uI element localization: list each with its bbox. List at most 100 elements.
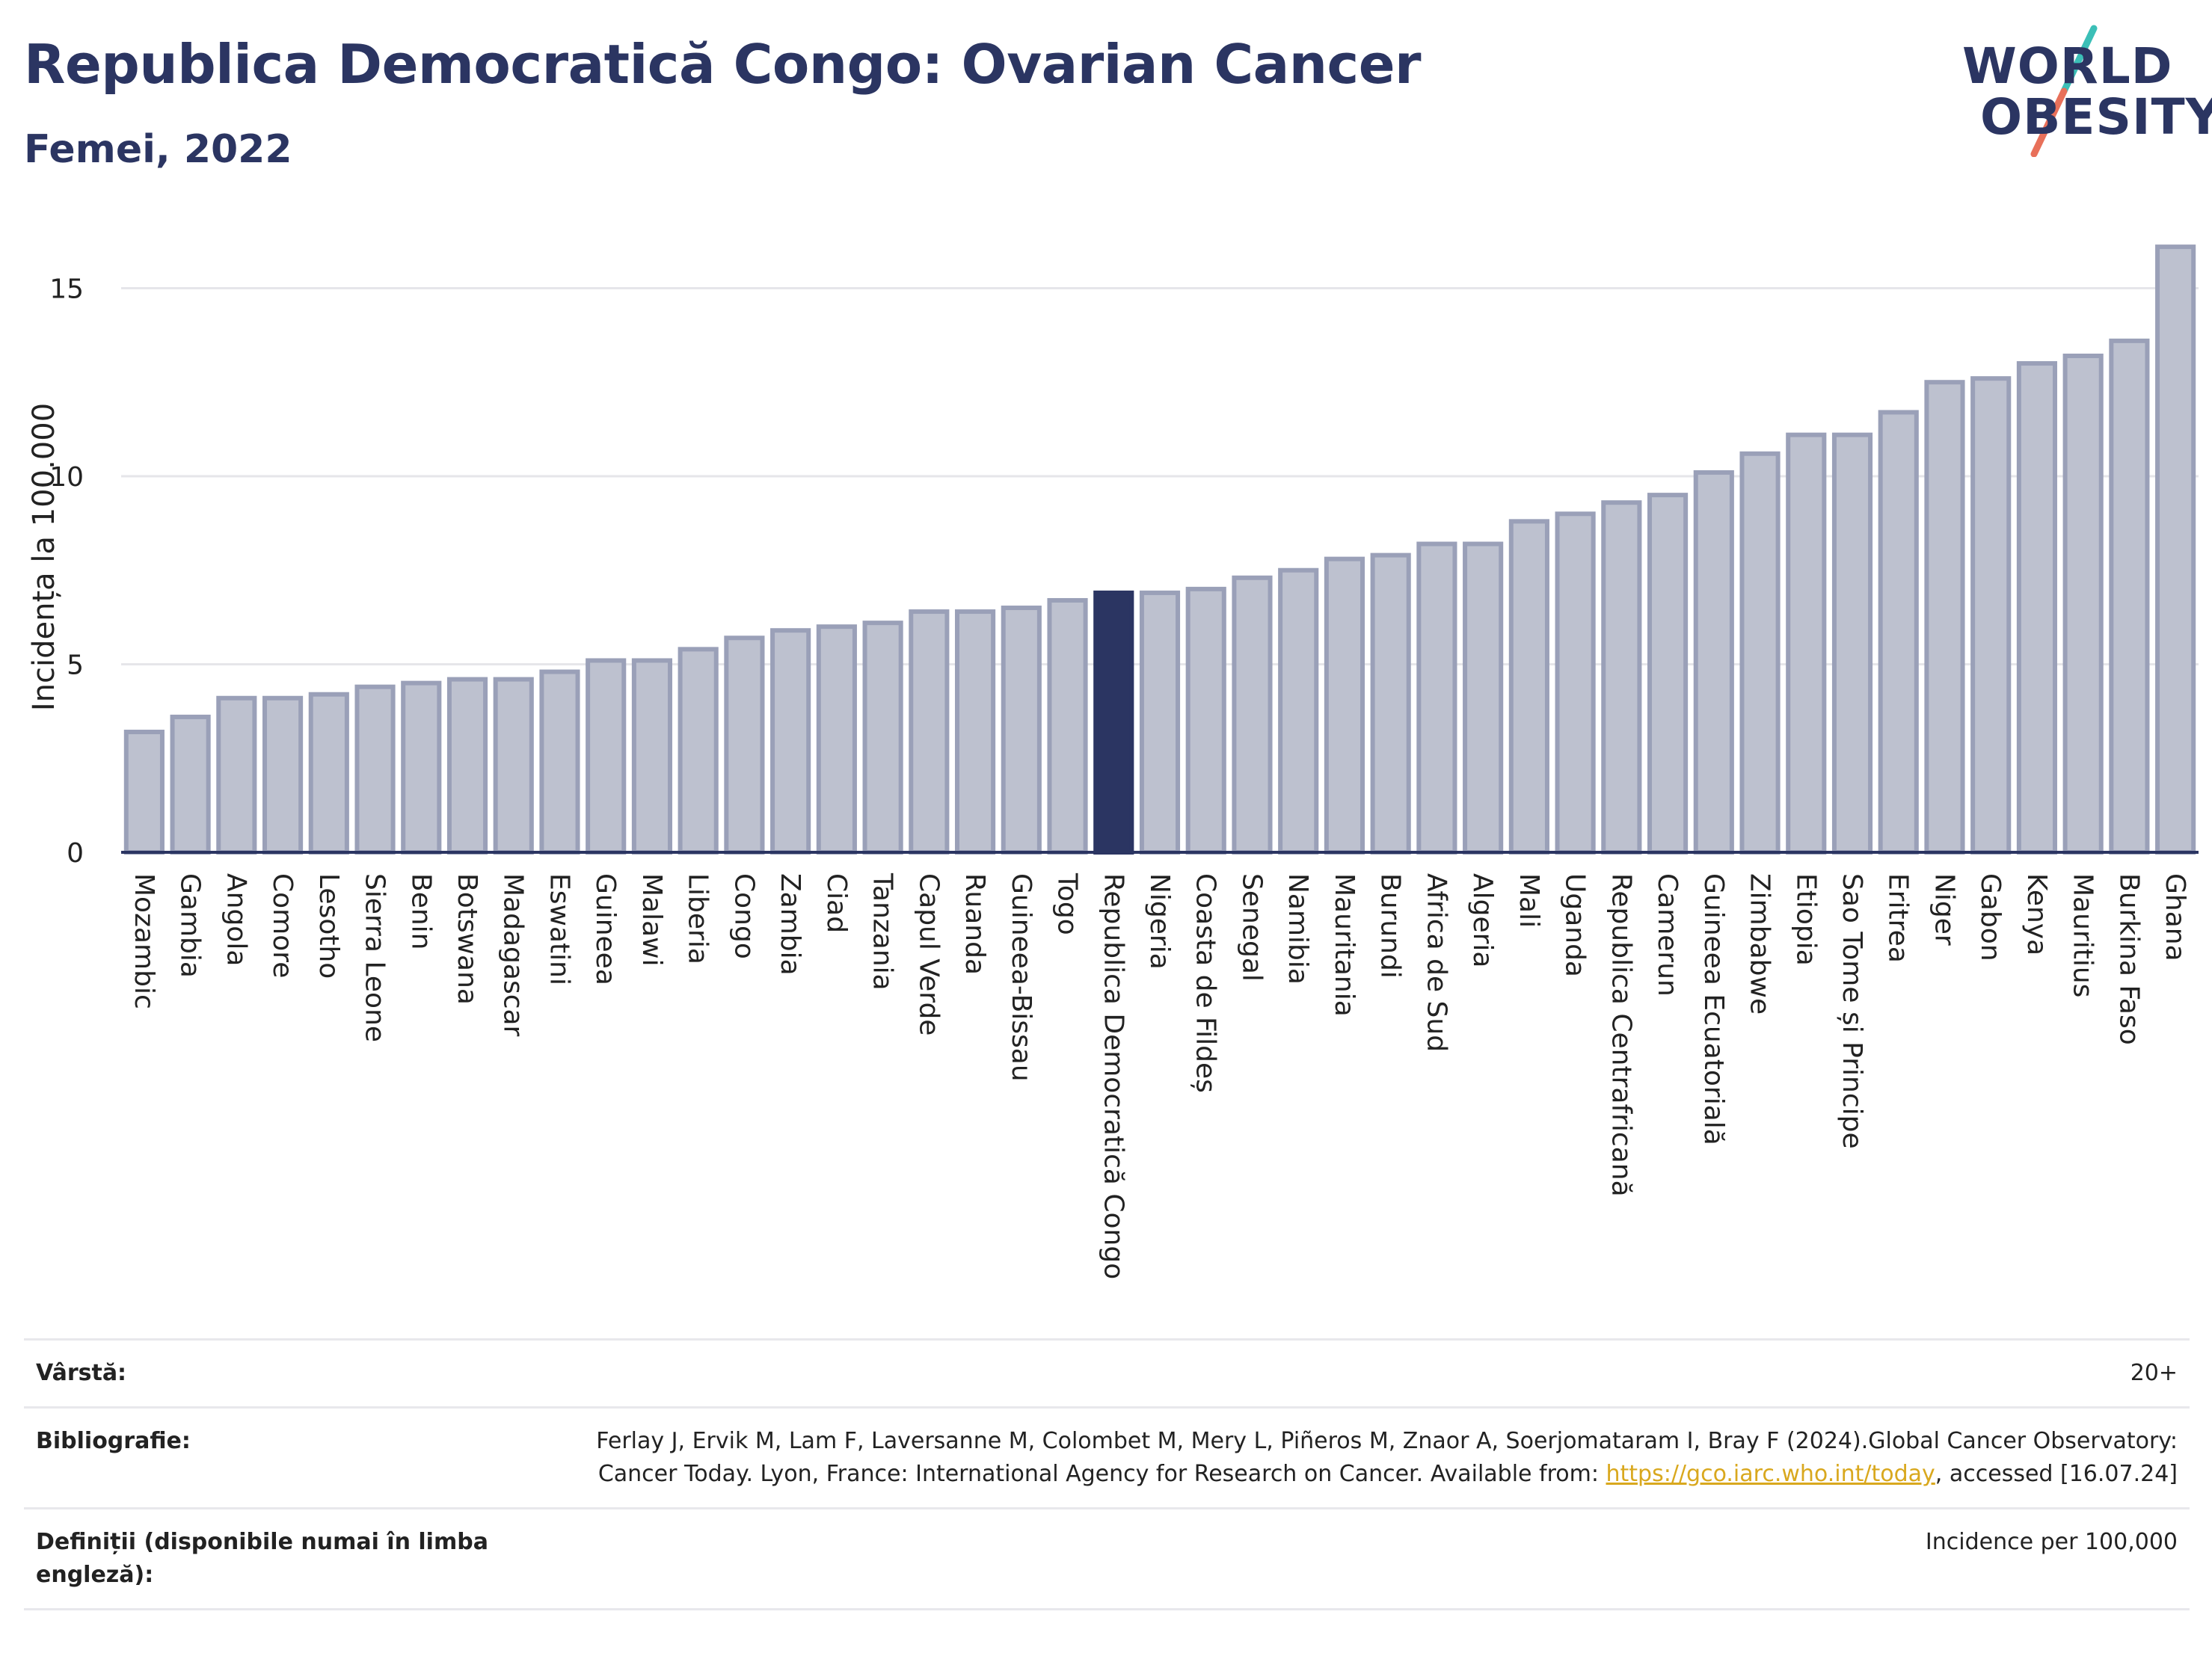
info-key-age: Vârstă:: [36, 1360, 127, 1386]
x-tick-label: Benin: [405, 873, 436, 949]
world-obesity-logo[interactable]: WORLD OBESITY: [1952, 22, 2212, 157]
info-row-bibliography: Bibliografie: Ferlay J, Ervik M, Lam F, …: [24, 1406, 2190, 1507]
bar[interactable]: [1601, 500, 1642, 855]
bar-highlight[interactable]: [1093, 590, 1134, 855]
bar[interactable]: [631, 658, 673, 855]
chart-title: Republica Democratică Congo: Ovarian Can…: [24, 33, 1422, 96]
x-tick-label: Malawi: [636, 873, 667, 967]
y-axis-label: Incidența la 100.000: [27, 403, 61, 711]
bibliography-accessed: , accessed [16.07.24]: [1935, 1461, 2178, 1487]
bar[interactable]: [1047, 597, 1088, 855]
bar[interactable]: [2062, 354, 2104, 855]
x-tick-label: Gabon: [1975, 873, 2006, 961]
bar[interactable]: [123, 730, 165, 855]
x-tick-label: Eswatini: [544, 873, 574, 985]
bar[interactable]: [1463, 541, 1504, 855]
bar[interactable]: [1647, 493, 1689, 855]
bar[interactable]: [1831, 432, 1873, 855]
x-tick-label: Kenya: [2021, 873, 2052, 955]
y-tick-label: 0: [67, 838, 84, 869]
bar[interactable]: [262, 695, 304, 855]
bar[interactable]: [1139, 590, 1181, 855]
bar[interactable]: [1555, 511, 1596, 855]
logo-line-2: OBESITY: [1980, 88, 2212, 146]
x-tick-label: Nigeria: [1144, 873, 1175, 970]
info-table: Vârstă: 20+ Bibliografie: Ferlay J, Ervi…: [24, 1338, 2190, 1610]
bar[interactable]: [678, 647, 719, 855]
x-tick-label: Lesotho: [313, 873, 344, 979]
x-tick-label: Zimbabwe: [1745, 873, 1775, 1015]
bar[interactable]: [216, 695, 257, 855]
bar[interactable]: [909, 609, 950, 855]
bibliography-text: Ferlay J, Ervik M, Lam F, Laversanne M, …: [596, 1428, 2178, 1487]
x-tick-label: Republica Democratică Congo: [1098, 873, 1128, 1279]
bar[interactable]: [308, 692, 349, 855]
y-tick-label: 10: [49, 462, 84, 493]
bar[interactable]: [1416, 541, 1457, 855]
x-tick-label: Guineea: [590, 873, 621, 985]
x-tick-label: Burundi: [1375, 873, 1406, 979]
bar[interactable]: [724, 635, 765, 855]
x-tick-label: Botswana: [452, 873, 482, 1005]
x-tick-label: Guineea Ecuatorială: [1698, 873, 1729, 1145]
info-value-age: 20+: [2130, 1360, 2178, 1386]
x-tick-label: Togo: [1052, 872, 1083, 935]
x-tick-label: Mali: [1514, 873, 1544, 928]
bibliography-link[interactable]: https://gco.iarc.who.int/today: [1606, 1461, 1935, 1487]
x-tick-label: Comore: [267, 873, 298, 978]
bar[interactable]: [354, 684, 396, 855]
x-tick-label: Sao Tome și Principe: [1837, 873, 1867, 1149]
info-row-age: Vârstă: 20+: [24, 1338, 2190, 1406]
bar[interactable]: [1278, 567, 1319, 855]
x-tick-label: Senegal: [1236, 873, 1267, 982]
y-tick-label: 5: [67, 650, 84, 680]
bar[interactable]: [1970, 376, 2012, 855]
bar[interactable]: [493, 677, 534, 855]
x-tick-label: Africa de Sud: [1421, 873, 1451, 1052]
bar[interactable]: [1924, 380, 1965, 855]
x-tick-label: Coasta de Fildeș: [1191, 873, 1221, 1093]
bar[interactable]: [2155, 244, 2196, 855]
bar[interactable]: [816, 624, 857, 855]
x-tick-label: Sierra Leone: [360, 873, 390, 1042]
x-tick-label: Eritrea: [1883, 873, 1914, 963]
x-tick-label: Uganda: [1560, 873, 1591, 977]
bar[interactable]: [2016, 361, 2058, 855]
x-tick-label: Angola: [221, 873, 251, 966]
bar[interactable]: [1001, 606, 1042, 855]
bar[interactable]: [1324, 556, 1365, 855]
bar[interactable]: [1739, 451, 1781, 855]
chart-subtitle: Femei, 2022: [24, 127, 292, 172]
info-value-bibliography: Ferlay J, Ervik M, Lam F, Laversanne M, …: [570, 1425, 2178, 1491]
info-key-bibliography: Bibliografie:: [36, 1428, 191, 1454]
x-tick-label: Etiopia: [1790, 873, 1821, 966]
bar[interactable]: [1786, 432, 1827, 855]
x-tick-label: Camerun: [1652, 873, 1683, 997]
bar[interactable]: [586, 658, 627, 855]
bar[interactable]: [1185, 586, 1226, 855]
bar[interactable]: [1878, 410, 1919, 855]
bar[interactable]: [2109, 338, 2150, 855]
x-tick-label: Guineea-Bissau: [1006, 873, 1036, 1082]
bar[interactable]: [770, 628, 811, 855]
bar[interactable]: [1508, 519, 1549, 855]
bar[interactable]: [170, 714, 211, 855]
bar[interactable]: [1693, 470, 1734, 855]
y-tick-label: 15: [49, 274, 84, 304]
x-tick-label: Capul Verde: [913, 873, 944, 1035]
x-tick-label: Mozambic: [129, 873, 159, 1009]
bar[interactable]: [401, 680, 442, 855]
bar[interactable]: [954, 609, 996, 855]
x-tick-label: Algeria: [1467, 873, 1498, 968]
bar[interactable]: [446, 677, 488, 855]
category-labels: Mozambic Gambia Angola Comore Lesotho Sierra …: [129, 872, 2190, 1279]
bar[interactable]: [1232, 575, 1273, 855]
x-tick-label: Burkina Faso: [2113, 873, 2144, 1045]
bar[interactable]: [539, 669, 580, 855]
bar[interactable]: [1370, 552, 1411, 855]
x-tick-label: Gambia: [175, 873, 206, 978]
bar[interactable]: [862, 621, 903, 855]
bars: [123, 244, 2196, 855]
logo-slash-icon: [2030, 25, 2098, 157]
x-tick-label: Mauritius: [2068, 873, 2098, 997]
